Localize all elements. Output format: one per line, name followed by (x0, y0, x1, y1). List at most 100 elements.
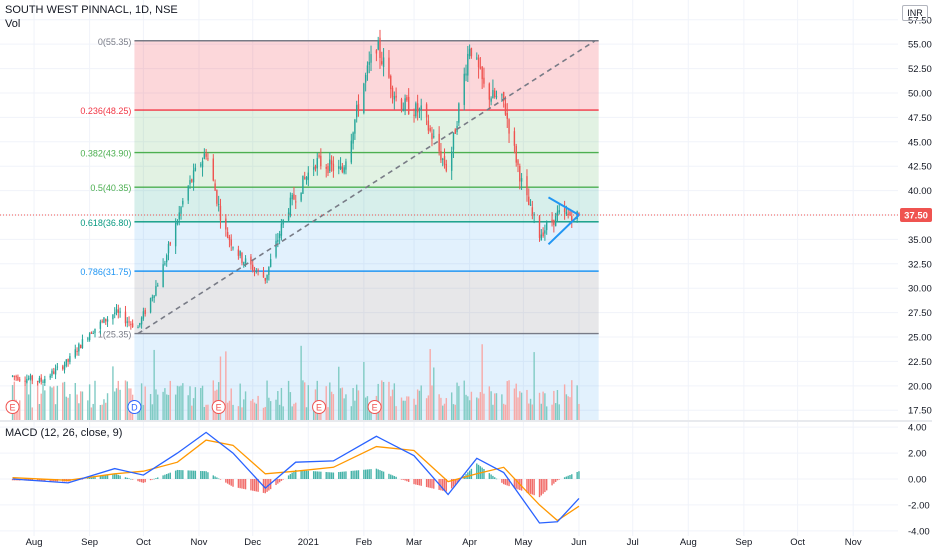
candle-body (338, 166, 340, 169)
candle-body (124, 311, 127, 324)
volume-bar (162, 391, 164, 420)
volume-bar (153, 349, 155, 420)
macd-histogram-bar (239, 479, 241, 489)
volume-bar (354, 400, 356, 420)
candle-body (217, 203, 220, 205)
candle-body (531, 207, 534, 215)
volume-bar (343, 398, 345, 420)
symbol-title[interactable]: SOUTH WEST PINNACL, 1D, NSE (5, 4, 178, 16)
macd-histogram-bar (130, 478, 132, 480)
volume-bar (363, 361, 365, 420)
macd-histogram-bar (517, 479, 519, 490)
macd-histogram-bar (189, 470, 191, 479)
grid (0, 0, 932, 536)
candle-body (526, 176, 528, 196)
volume-bar (42, 383, 44, 420)
trend-line (137, 40, 596, 335)
candle-body (366, 65, 369, 74)
volume-bar (445, 398, 448, 420)
volume-bar (404, 400, 406, 420)
volume-bar (368, 404, 370, 420)
candle-body (425, 104, 428, 118)
candle-body (201, 160, 204, 168)
candle-body (115, 309, 118, 313)
volume-bar (155, 389, 157, 420)
macd-histogram-bar (442, 479, 444, 491)
macd-histogram-bar (293, 471, 295, 479)
candle-body (262, 272, 265, 278)
candle-body (266, 274, 268, 280)
symbol-legend[interactable]: SOUTH WEST PINNACL, 1D, NSE Vol (5, 3, 178, 31)
macd-histogram-bar (101, 475, 103, 479)
volume-bar (90, 407, 93, 420)
macd-histogram-bar (103, 475, 105, 479)
volume-bar (262, 407, 265, 420)
macd-histogram-bar (382, 471, 385, 479)
macd-histogram-bar (529, 479, 532, 494)
volume-bar (545, 406, 548, 420)
candle-body (289, 197, 292, 216)
candle-body (56, 366, 59, 368)
volume-bar (257, 395, 259, 420)
macd-histogram-bar (230, 479, 232, 486)
volume-bar (553, 390, 555, 420)
volume-bar (431, 385, 433, 420)
volume-bar (289, 392, 292, 420)
candle-body (357, 104, 360, 112)
volume-bar (429, 349, 431, 420)
volume-bar (219, 356, 222, 420)
x-tick-label: Oct (136, 537, 151, 548)
drawings[interactable] (0, 40, 898, 335)
volume-bar (228, 400, 231, 420)
candle-body (468, 48, 471, 57)
volume-bar (275, 399, 277, 420)
candle-body (153, 295, 155, 298)
candle-body (76, 350, 78, 353)
candle-body (320, 155, 322, 167)
volume-bar (565, 394, 568, 420)
volume-bar (332, 394, 335, 420)
volume-legend[interactable]: Vol (5, 18, 21, 30)
candle-body (207, 158, 209, 160)
volume-bar (571, 380, 573, 420)
volume-bar (393, 383, 396, 420)
macd-histogram-bar (338, 472, 340, 479)
volume-bar (544, 393, 546, 420)
x-tick-label: Jul (627, 537, 639, 548)
macd-histogram-bar (191, 470, 193, 479)
candle-body (99, 321, 102, 329)
candle-body (44, 378, 46, 383)
macd-histogram-bar (429, 479, 431, 488)
volume-bar (494, 393, 496, 420)
macd-histogram-bar (180, 470, 182, 479)
volume-bar (268, 397, 270, 420)
volume-bar (38, 403, 41, 420)
candle-body (187, 186, 189, 201)
candle-body (442, 158, 444, 160)
macd-histogram-bar (162, 475, 164, 479)
earnings-marker (312, 400, 327, 414)
candle-body (377, 40, 379, 50)
volume-bar (176, 385, 179, 420)
volume-bar (450, 392, 453, 420)
candle-body (445, 163, 448, 171)
macd-histogram-bar (393, 476, 396, 479)
volume-bar (364, 397, 367, 420)
candle-body (452, 132, 455, 150)
volume-bar (142, 404, 145, 420)
macd-legend[interactable]: MACD (12, 26, close, 9) (5, 427, 123, 439)
volume-bar (357, 390, 360, 420)
volume-bar (470, 391, 473, 420)
candle-body (88, 333, 91, 341)
candle-body (29, 375, 32, 380)
candle-body (418, 108, 421, 111)
currency-badge[interactable]: INR (902, 5, 928, 21)
macd-histogram-bar (490, 474, 492, 479)
candle-body (53, 371, 55, 374)
macd-histogram-bar (454, 479, 456, 485)
volume-bar (27, 394, 30, 420)
macd-histogram-bar (44, 479, 46, 482)
fibonacci-retracement[interactable]: 0(55.35) 0.236(48.25) 0.382(43.90) 0.5(40.3… (80, 37, 599, 420)
macd-histogram-bar (375, 468, 378, 479)
